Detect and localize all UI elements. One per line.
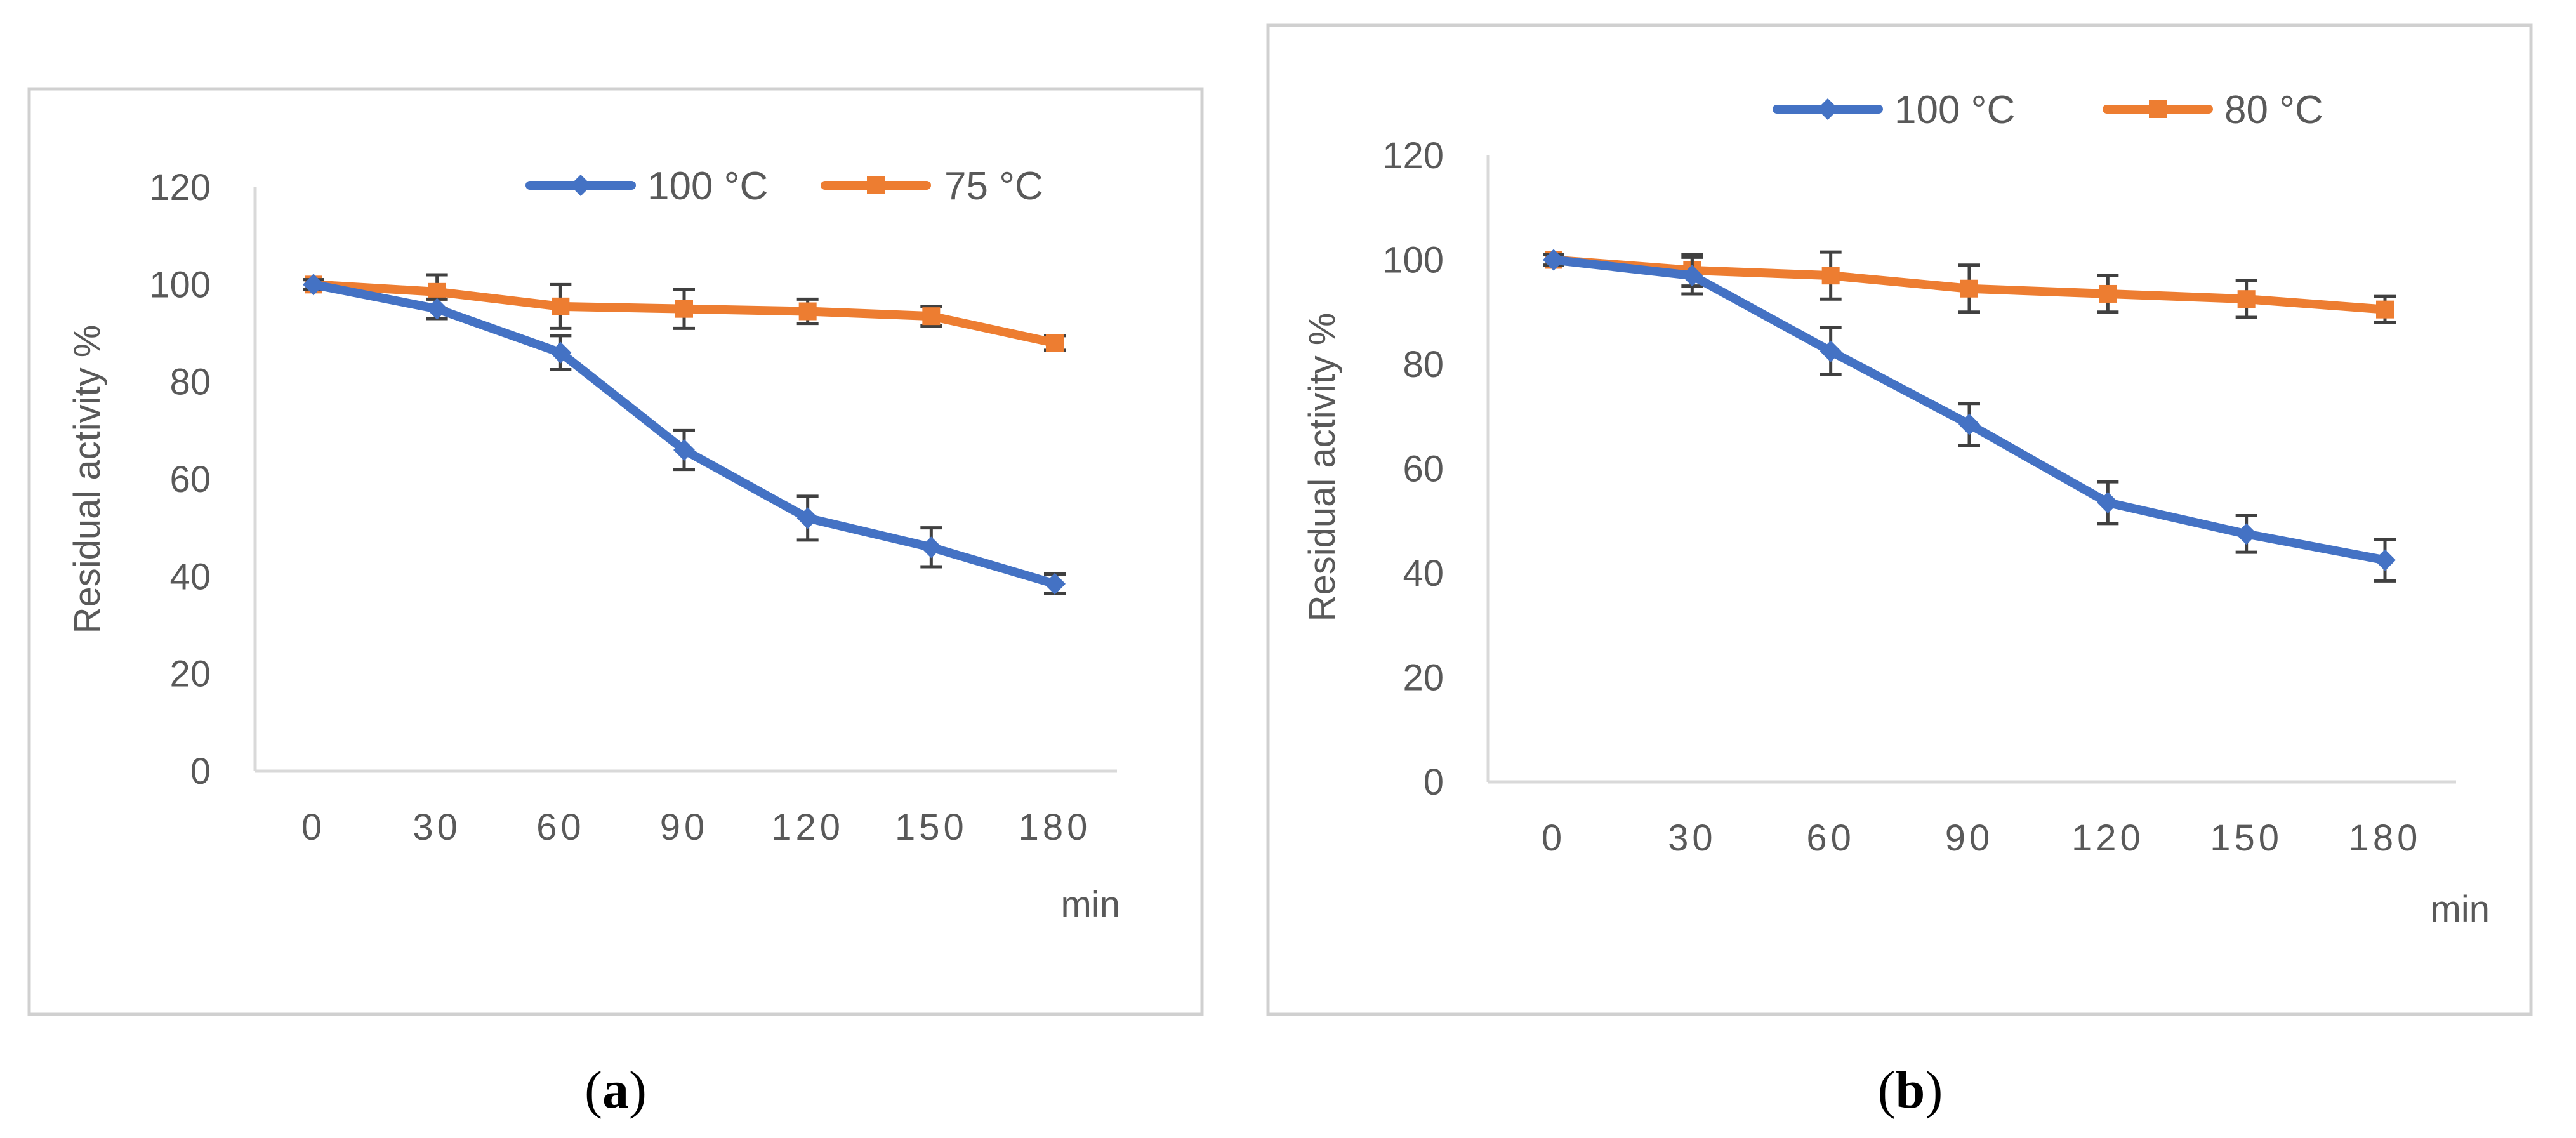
x-tick-label: 90 — [1945, 817, 1994, 859]
series-diamond — [303, 274, 1066, 595]
legend-entry-b-0: 100 °C — [1773, 88, 2015, 132]
chart-frame-a — [27, 87, 1204, 1016]
chart-panel-a: 0 20 40 60 80 100 120 0 30 60 90 120 150… — [27, 87, 1204, 1120]
legend-label: 80 °C — [2224, 88, 2323, 132]
legend-label: 100 °C — [647, 164, 768, 208]
data-point — [426, 298, 448, 320]
y-axis-title-a: Residual activity % — [67, 325, 108, 634]
y-tick-labels-b: 0 20 40 60 80 100 120 — [1382, 135, 1444, 803]
data-point — [2099, 284, 2117, 303]
y-axis-title-b: Residual activity % — [1302, 313, 1343, 622]
data-point — [2237, 290, 2256, 308]
legend-swatch-marker — [867, 176, 885, 194]
x-tick-label: 0 — [301, 807, 326, 848]
y-tick-label: 120 — [1382, 135, 1444, 176]
legend-entry-a-1: 75 °C — [821, 164, 1043, 208]
data-point — [2097, 491, 2119, 513]
y-tick-label: 0 — [190, 751, 211, 792]
x-tick-label: 120 — [771, 807, 844, 848]
series-layer-a — [303, 273, 1066, 595]
x-tick-labels-a: 0 30 60 90 120 150 180 — [301, 807, 1092, 848]
y-tick-label: 40 — [1403, 553, 1444, 594]
data-point — [673, 439, 695, 461]
data-point — [2374, 549, 2396, 571]
x-tick-label: 30 — [413, 807, 461, 848]
legend-label: 100 °C — [1894, 88, 2015, 132]
x-tick-label: 150 — [2210, 817, 2283, 859]
x-axis-unit-b: min — [2431, 889, 2490, 930]
y-tick-label: 40 — [169, 556, 211, 597]
y-tick-label: 20 — [169, 654, 211, 695]
data-point — [1821, 267, 1840, 285]
data-point — [1046, 334, 1064, 352]
data-point — [552, 297, 570, 315]
y-tick-label: 80 — [169, 362, 211, 403]
y-tick-labels-a: 0 20 40 60 80 100 120 — [149, 167, 211, 792]
data-point — [303, 274, 324, 296]
x-axis-unit-a: min — [1061, 884, 1120, 925]
x-tick-label: 90 — [660, 807, 709, 848]
y-tick-label: 60 — [1403, 449, 1444, 490]
y-tick-label: 100 — [149, 264, 211, 305]
axes-b — [1486, 155, 2456, 784]
chart-frame-b — [1266, 23, 2533, 1016]
y-tick-label: 80 — [1403, 344, 1444, 385]
chart-panel-b: 0 20 40 60 80 100 120 0 30 60 90 120 150… — [1266, 23, 2533, 1120]
y-tick-label: 0 — [1423, 762, 1444, 803]
data-point — [798, 302, 817, 321]
legend-swatch-marker — [570, 175, 591, 196]
y-tick-label: 100 — [1382, 240, 1444, 281]
series-layer-b — [1543, 249, 2396, 583]
x-tick-label: 150 — [895, 807, 968, 848]
y-tick-label: 120 — [149, 167, 211, 208]
legend-b: 100 °C 80 °C — [1773, 88, 2323, 132]
caption-b: (b) — [1878, 1061, 1943, 1120]
x-tick-label: 60 — [1806, 817, 1855, 859]
legend-entry-a-0: 100 °C — [525, 164, 768, 208]
data-point — [1960, 279, 1978, 298]
data-point — [2235, 523, 2257, 545]
legend-a: 100 °C 75 °C — [525, 164, 1043, 208]
data-point — [920, 536, 942, 559]
legend-label: 75 °C — [944, 164, 1043, 208]
caption-a: (a) — [585, 1061, 647, 1120]
data-point — [1543, 249, 1564, 271]
x-tick-label: 60 — [536, 807, 585, 848]
series-diamond — [1543, 249, 2396, 583]
data-point — [796, 507, 819, 529]
x-tick-label: 180 — [2349, 817, 2422, 859]
legend-swatch-marker — [2149, 100, 2167, 118]
data-point — [675, 300, 693, 318]
data-point — [1820, 340, 1842, 362]
y-tick-label: 60 — [169, 459, 211, 500]
axes-a — [253, 187, 1117, 773]
legend-entry-b-1: 80 °C — [2103, 88, 2323, 132]
data-point — [1044, 572, 1066, 595]
x-tick-label: 30 — [1668, 817, 1717, 859]
x-tick-label: 120 — [2071, 817, 2144, 859]
data-point — [1958, 413, 1980, 435]
data-point — [922, 307, 941, 326]
data-point — [2376, 300, 2394, 319]
y-tick-label: 20 — [1403, 658, 1444, 699]
legend-swatch-marker — [1817, 98, 1839, 120]
x-tick-label: 180 — [1019, 807, 1092, 848]
x-tick-label: 0 — [1542, 817, 1566, 859]
x-tick-labels-b: 0 30 60 90 120 150 180 — [1542, 817, 2422, 859]
data-point — [550, 341, 572, 364]
data-point — [1681, 265, 1703, 287]
